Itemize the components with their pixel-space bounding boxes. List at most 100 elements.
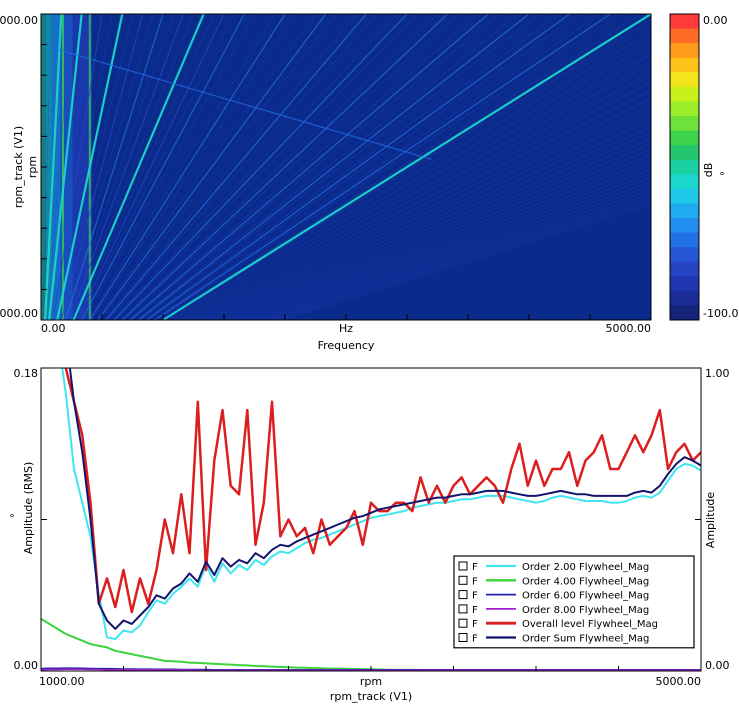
harmonic-line bbox=[111, 14, 398, 320]
harmonic-line bbox=[79, 14, 235, 320]
line-y-right-tick-bottom: 0.00 bbox=[705, 659, 730, 672]
line-x-units: rpm bbox=[360, 675, 382, 688]
colorbar-band bbox=[670, 72, 699, 88]
legend-flag: F bbox=[472, 576, 478, 587]
harmonic-line bbox=[152, 14, 601, 320]
harmonic-line bbox=[172, 43, 651, 320]
harmonic-line bbox=[42, 14, 52, 320]
harmonic-line bbox=[270, 193, 651, 320]
harmonic-line bbox=[168, 31, 651, 320]
colorbar-band bbox=[670, 174, 699, 190]
colorbar-band bbox=[670, 28, 699, 44]
line-y-right-tick-top: 1.00 bbox=[705, 367, 730, 380]
harmonic-line bbox=[229, 149, 651, 320]
harmonic-line bbox=[144, 14, 560, 320]
harmonic-line bbox=[71, 14, 194, 320]
spectrogram-y-tick-top: 5000.00 bbox=[0, 14, 38, 27]
colorbar-band bbox=[670, 116, 699, 132]
spectrogram-background bbox=[41, 14, 651, 320]
colorbar-frame bbox=[669, 13, 700, 321]
colorbar-tick-top: 0.00 bbox=[703, 14, 728, 27]
harmonic-line bbox=[95, 14, 316, 320]
harmonic-line bbox=[242, 164, 651, 320]
legend-checkbox[interactable] bbox=[458, 561, 468, 571]
harmonic-line bbox=[250, 173, 651, 320]
harmonic-line bbox=[197, 98, 651, 320]
colorbar-band bbox=[670, 290, 699, 306]
colorbar: 0.00 -100.00 dB ° bbox=[669, 13, 739, 321]
colorbar-band bbox=[670, 276, 699, 292]
harmonic-line bbox=[67, 14, 174, 320]
spectrogram-x-tick-right: 5000.00 bbox=[606, 322, 652, 335]
harmonic-line bbox=[266, 189, 651, 320]
spectrogram-x-units: Hz bbox=[339, 322, 353, 335]
order-line bbox=[146, 14, 571, 320]
low-frequency-band bbox=[72, 14, 93, 320]
order-line bbox=[162, 14, 651, 320]
harmonic-line bbox=[136, 14, 520, 320]
colorbar-band bbox=[670, 130, 699, 146]
order-line bbox=[68, 14, 184, 320]
legend-checkbox[interactable] bbox=[458, 590, 468, 600]
order-line bbox=[154, 14, 611, 320]
spectrogram-x-label: Frequency bbox=[318, 339, 375, 352]
colorbar-band bbox=[670, 86, 699, 102]
harmonic-line bbox=[225, 143, 651, 320]
harmonic-line bbox=[278, 199, 651, 320]
legend-checkbox[interactable] bbox=[458, 633, 468, 642]
colorbar-band bbox=[670, 159, 699, 175]
colorbar-band bbox=[670, 145, 699, 161]
line-y-right-label: Amplitude bbox=[704, 492, 717, 549]
harmonic-line bbox=[99, 14, 337, 320]
harmonic-line bbox=[189, 81, 651, 320]
legend-checkbox[interactable] bbox=[458, 604, 468, 614]
harmonic-line bbox=[54, 14, 113, 320]
legend-checkbox[interactable] bbox=[458, 618, 468, 628]
legend-checkbox[interactable] bbox=[458, 575, 468, 585]
colorbar-band bbox=[670, 203, 699, 219]
order-line bbox=[64, 14, 164, 320]
harmonic-line bbox=[262, 185, 651, 320]
harmonic-line bbox=[181, 63, 651, 320]
order-line bbox=[48, 14, 83, 320]
harmonic-line bbox=[205, 112, 651, 320]
harmonic-line bbox=[234, 154, 651, 320]
line-y-left-tick-top: 0.18 bbox=[14, 367, 39, 380]
line-y-left-unit: ° bbox=[9, 512, 15, 525]
legend-flag: F bbox=[472, 562, 478, 573]
legend-box bbox=[453, 555, 695, 649]
line-x-label: rpm_track (V1) bbox=[330, 690, 412, 703]
harmonic-line bbox=[246, 168, 651, 320]
order-line bbox=[121, 14, 449, 320]
colorbar-label: dB bbox=[702, 163, 715, 178]
order-line bbox=[81, 14, 245, 320]
harmonic-line bbox=[201, 105, 651, 320]
spectrogram-panel: rpm_track (V1) rpm 5000.00 1000.00 0.00 … bbox=[0, 13, 652, 352]
harmonic-line bbox=[115, 14, 418, 320]
colorbar-band bbox=[670, 305, 699, 321]
order-line bbox=[138, 14, 530, 320]
order-line bbox=[77, 14, 225, 320]
harmonic-line bbox=[124, 14, 459, 320]
low-frequency-band bbox=[45, 14, 52, 320]
harmonic-line bbox=[132, 14, 499, 320]
harmonic-line bbox=[185, 72, 651, 320]
harmonic-line bbox=[148, 14, 581, 320]
series-line bbox=[64, 368, 701, 614]
harmonic-line bbox=[140, 14, 540, 320]
harmonic-line bbox=[156, 14, 621, 320]
line-y-left-tick-bottom: 0.00 bbox=[14, 659, 39, 672]
colorbar-band bbox=[670, 57, 699, 73]
harmonic-line bbox=[63, 14, 154, 320]
harmonic-line bbox=[46, 14, 72, 320]
harmonic-line bbox=[258, 181, 651, 320]
colorbar-unit: ° bbox=[719, 170, 725, 183]
order-line bbox=[105, 14, 367, 320]
order-line bbox=[97, 14, 327, 320]
harmonic-line bbox=[193, 90, 651, 320]
harmonic-line bbox=[83, 14, 255, 320]
order-line bbox=[89, 14, 286, 320]
harmonic-line bbox=[160, 14, 642, 320]
colorbar-band bbox=[670, 43, 699, 59]
